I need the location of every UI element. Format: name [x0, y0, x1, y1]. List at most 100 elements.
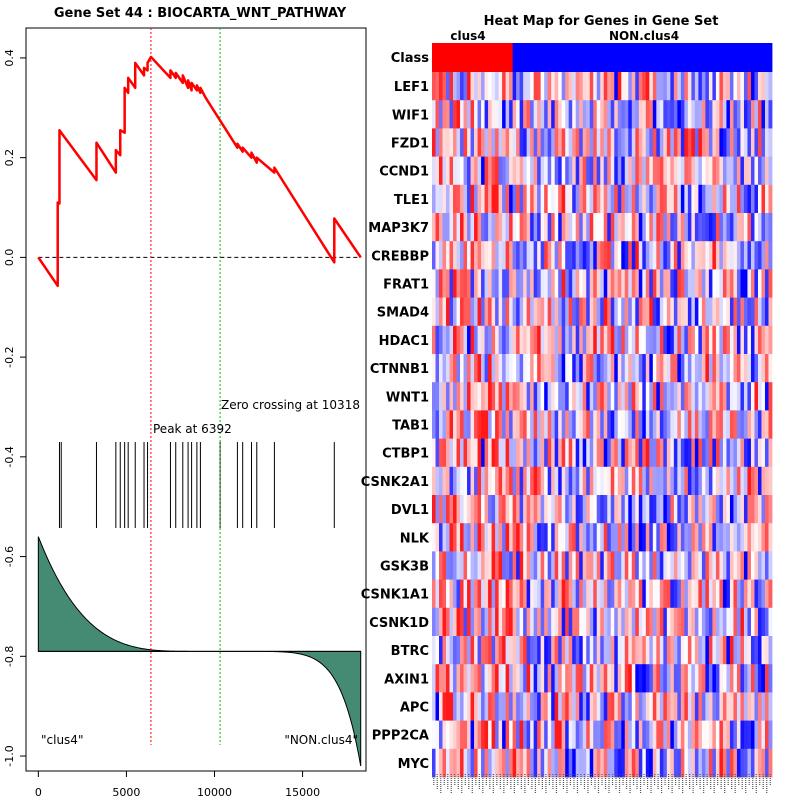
heatmap-cell	[572, 523, 577, 552]
heatmap-cell	[572, 410, 577, 439]
heatmap-cell	[722, 128, 727, 157]
heatmap-cell	[582, 241, 587, 270]
heatmap-cell	[495, 636, 499, 665]
heatmap-cell	[754, 438, 759, 468]
heatmap-cell	[533, 410, 538, 439]
heatmap-cell	[540, 354, 545, 383]
heatmap-cell	[645, 692, 650, 721]
heatmap-cell	[729, 692, 734, 721]
heatmap-cell	[680, 523, 685, 552]
heatmap-cell	[649, 720, 654, 750]
heatmap-cell	[719, 495, 724, 524]
heatmap-cell	[768, 410, 773, 439]
heatmap-cell	[498, 410, 503, 439]
heatmap-cell	[530, 184, 535, 214]
heatmap-cell	[432, 297, 436, 327]
heatmap-cell	[460, 495, 464, 524]
heatmap-cell	[698, 692, 703, 721]
heatmap-cell	[481, 184, 485, 214]
heatmap-cell	[764, 720, 769, 750]
heatmap-cell	[726, 410, 731, 439]
heatmap-cell	[439, 241, 443, 270]
heatmap-cell	[628, 382, 633, 411]
heatmap-cell	[638, 128, 643, 157]
heatmap-cell	[488, 410, 492, 439]
heatmap-cell	[652, 495, 657, 524]
heatmap-cell	[554, 72, 559, 101]
heatmap-cell	[698, 184, 703, 214]
heatmap-cell	[540, 72, 545, 101]
heatmap-cell	[554, 579, 559, 609]
heatmap-cell	[453, 748, 457, 778]
heatmap-cell	[750, 128, 755, 157]
heatmap-cell	[642, 213, 647, 242]
heatmap-cell	[530, 410, 535, 439]
heatmap-cell	[449, 128, 454, 157]
heatmap-cell	[432, 128, 436, 157]
heatmap-cell	[621, 241, 626, 270]
heatmap-cell	[610, 607, 615, 637]
heatmap-cell	[453, 241, 457, 270]
heatmap-cell	[537, 692, 542, 721]
heatmap-cell	[663, 184, 668, 214]
heatmap-cell	[593, 579, 598, 609]
heatmap-cell	[544, 748, 549, 778]
heatmap-cell	[638, 325, 643, 355]
heatmap-cell	[757, 72, 762, 101]
heatmap-cell	[757, 128, 762, 157]
heatmap-cell	[470, 72, 475, 101]
heatmap-cell	[502, 466, 507, 496]
heatmap-cell	[530, 720, 535, 750]
heatmap-cell	[446, 495, 450, 524]
heatmap-cell	[523, 692, 528, 721]
heatmap-cell	[694, 100, 699, 129]
heatmap-cell	[743, 213, 748, 242]
heatmap-cell	[635, 382, 640, 411]
heatmap-cell	[750, 184, 755, 214]
heatmap-cell	[736, 748, 741, 778]
heatmap-cell	[652, 579, 657, 609]
heatmap-cell	[631, 354, 636, 383]
heatmap-cell	[509, 325, 514, 355]
heatmap-cell	[701, 269, 706, 298]
heatmap-cell	[484, 720, 489, 750]
heatmap-cell	[446, 72, 450, 101]
y-tick-label: -0.6	[3, 546, 16, 567]
heatmap-cell	[460, 410, 464, 439]
heatmap-cell	[523, 466, 528, 496]
heatmap-cell	[544, 128, 549, 157]
heatmap-cell	[446, 354, 450, 383]
heatmap-cell	[631, 184, 636, 214]
heatmap-cell	[596, 495, 601, 524]
heatmap-cell	[505, 748, 510, 778]
heatmap-cell	[747, 692, 752, 721]
heatmap-cell	[505, 325, 510, 355]
heatmap-cell	[432, 692, 436, 721]
heatmap-cell	[533, 748, 538, 778]
heatmap-cell	[624, 297, 629, 327]
heatmap-cell	[561, 579, 566, 609]
heatmap-cell	[761, 579, 766, 609]
heatmap-cell	[505, 466, 510, 496]
heatmap-cell	[603, 438, 608, 468]
heatmap-cell	[554, 551, 559, 580]
heatmap-cell	[757, 720, 762, 750]
heatmap-cell	[530, 72, 535, 101]
heatmap-cell	[722, 297, 727, 327]
heatmap-cell	[530, 692, 535, 721]
heatmap-cell	[505, 720, 510, 750]
heatmap-cell	[687, 466, 692, 496]
heatmap-cell	[624, 438, 629, 468]
heatmap-cell	[470, 213, 475, 242]
heatmap-cell	[747, 607, 752, 637]
heatmap-cell	[558, 523, 563, 552]
heatmap-cell	[498, 551, 503, 580]
heatmap-cell	[691, 100, 696, 129]
heatmap-cell	[579, 297, 584, 327]
heatmap-cell	[610, 325, 615, 355]
heatmap-cell	[656, 325, 661, 355]
heatmap-cell	[645, 269, 650, 298]
heatmap-cell	[579, 607, 584, 637]
heatmap-cell	[435, 692, 440, 721]
heatmap-cell	[666, 495, 671, 524]
